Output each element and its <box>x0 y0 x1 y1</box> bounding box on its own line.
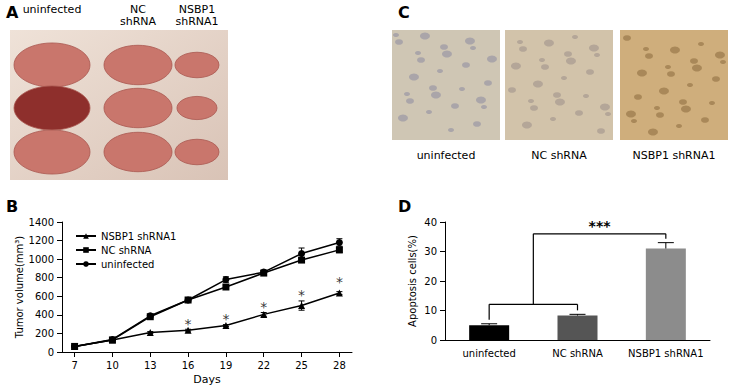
svg-text:800: 800 <box>35 272 54 283</box>
svg-text:NSBP1: NSBP1 <box>178 2 216 16</box>
svg-text:A: A <box>6 3 19 22</box>
svg-text:1400: 1400 <box>29 217 54 228</box>
svg-text:1000: 1000 <box>29 254 54 265</box>
svg-text:200: 200 <box>35 328 54 339</box>
svg-text:***: *** <box>589 218 612 234</box>
svg-text:1200: 1200 <box>29 235 54 246</box>
svg-text:Days: Days <box>193 373 221 386</box>
svg-text:NC shRNA: NC shRNA <box>101 245 152 256</box>
svg-text:16: 16 <box>182 360 195 371</box>
svg-text:NC shRNA: NC shRNA <box>552 348 603 359</box>
svg-text:NC shRNA: NC shRNA <box>531 149 587 162</box>
svg-text:*: * <box>185 316 192 332</box>
svg-text:400: 400 <box>35 309 54 320</box>
svg-text:*: * <box>260 299 267 315</box>
svg-text:10: 10 <box>106 360 119 371</box>
svg-text:10: 10 <box>424 305 437 316</box>
svg-text:13: 13 <box>144 360 157 371</box>
svg-text:NC: NC <box>130 2 146 16</box>
svg-text:0: 0 <box>431 335 437 346</box>
svg-text:600: 600 <box>35 291 54 302</box>
svg-text:40: 40 <box>424 217 437 228</box>
svg-text:uninfected: uninfected <box>101 259 154 270</box>
svg-text:uninfected: uninfected <box>23 3 82 16</box>
svg-text:*: * <box>222 311 229 327</box>
svg-text:uninfected: uninfected <box>462 348 515 359</box>
svg-text:7: 7 <box>71 360 77 371</box>
svg-text:*: * <box>298 287 305 303</box>
svg-text:D: D <box>398 197 411 216</box>
svg-text:25: 25 <box>295 360 308 371</box>
svg-text:30: 30 <box>424 246 437 257</box>
svg-text:28: 28 <box>333 360 346 371</box>
svg-text:uninfected: uninfected <box>417 149 476 162</box>
svg-text:shRNA1: shRNA1 <box>175 15 218 28</box>
svg-text:19: 19 <box>220 360 233 371</box>
svg-text:22: 22 <box>257 360 270 371</box>
svg-text:NSBP1 shRNA1: NSBP1 shRNA1 <box>633 149 716 162</box>
svg-text:C: C <box>398 3 410 22</box>
svg-text:NSBP1 shRNA1: NSBP1 shRNA1 <box>101 231 176 242</box>
svg-text:Apoptosis cells(%): Apoptosis cells(%) <box>407 235 418 327</box>
svg-text:0: 0 <box>48 347 54 358</box>
svg-text:NSBP1 shRNA1: NSBP1 shRNA1 <box>628 348 703 359</box>
svg-text:shRNA: shRNA <box>120 15 157 28</box>
svg-text:*: * <box>336 274 343 290</box>
svg-text:B: B <box>6 197 18 216</box>
svg-text:20: 20 <box>424 276 437 287</box>
svg-text:Tumor volume(mm³): Tumor volume(mm³) <box>14 236 25 340</box>
